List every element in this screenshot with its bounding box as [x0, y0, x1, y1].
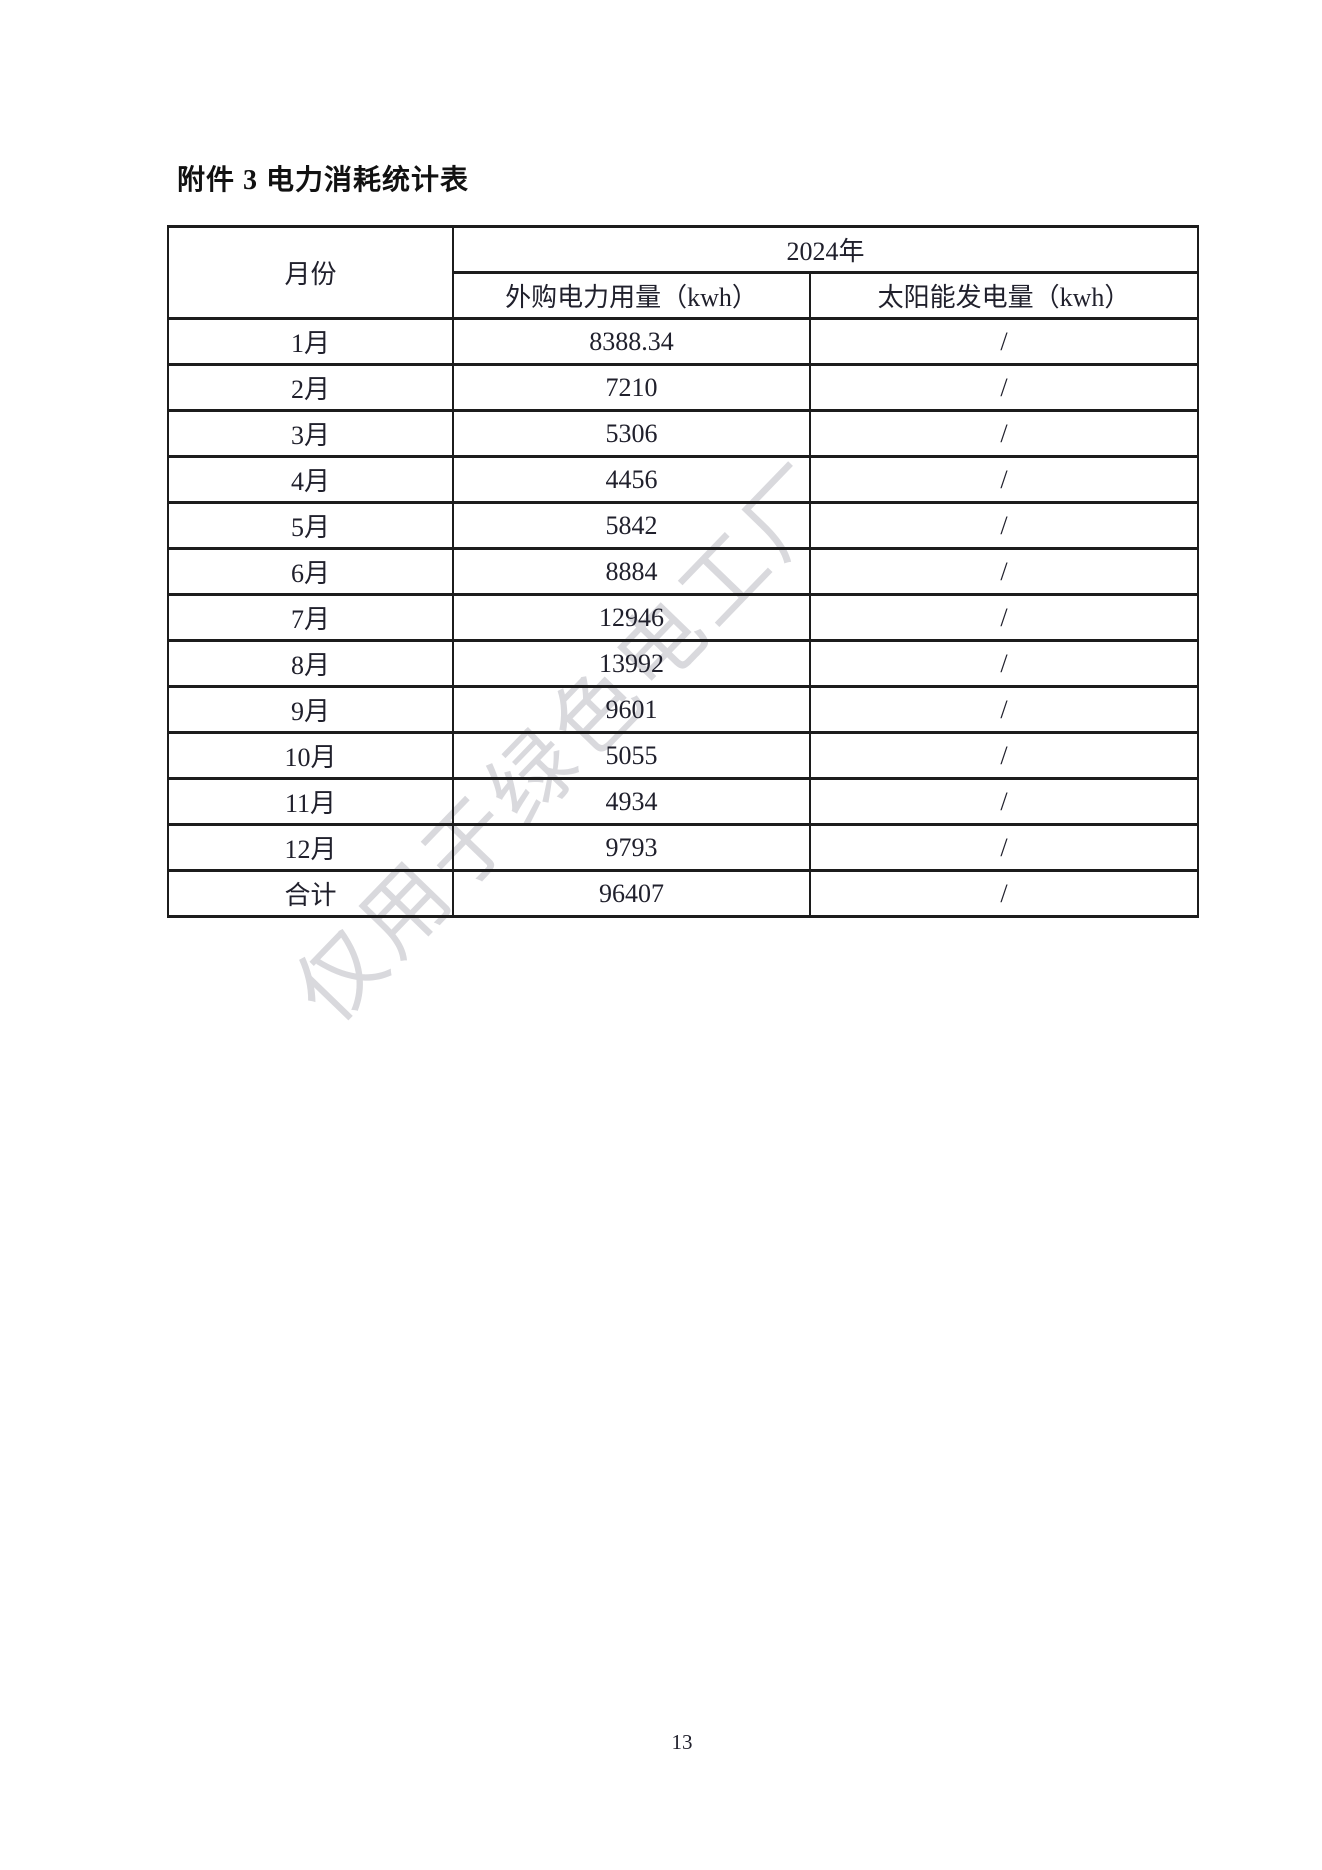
table-header-row-year: 月份 2024年 — [167, 225, 1200, 320]
table-header-row-columns: 外购电力用量（kwh） 太阳能发电量（kwh） — [168, 271, 1200, 320]
header-cell-purchased-electricity: 外购电力用量（kwh） — [452, 271, 811, 320]
purchased-electricity-cell: 4456 — [452, 455, 811, 504]
purchased-electricity-cell: 96407 — [452, 869, 811, 918]
month-cell: 合计 — [167, 869, 454, 918]
table-row: 合计 96407 / — [167, 869, 1200, 918]
purchased-electricity-cell: 5055 — [452, 731, 811, 780]
month-cell: 10月 — [167, 731, 454, 780]
table-row: 11月 4934 / — [167, 777, 1200, 826]
purchased-electricity-cell: 12946 — [452, 593, 811, 642]
solar-generation-cell: / — [808, 685, 1200, 734]
purchased-electricity-cell: 4934 — [452, 777, 811, 826]
month-cell: 2月 — [167, 363, 454, 412]
purchased-electricity-cell: 9601 — [452, 685, 811, 734]
table-row: 9月 9601 / — [167, 685, 1200, 734]
purchased-electricity-cell: 5306 — [452, 409, 811, 458]
table-row: 2月 7210 / — [167, 363, 1200, 412]
month-cell: 12月 — [167, 823, 454, 872]
month-cell: 4月 — [167, 455, 454, 504]
solar-generation-cell: / — [808, 501, 1200, 550]
purchased-electricity-cell: 8884 — [452, 547, 811, 596]
month-cell: 7月 — [167, 593, 454, 642]
electricity-consumption-table: 月份 2024年 外购电力用量（kwh） 太阳能发电量（kwh） 1月 8388… — [167, 225, 1200, 918]
month-cell: 3月 — [167, 409, 454, 458]
table-row: 10月 5055 / — [167, 731, 1200, 780]
table-row: 8月 13992 / — [167, 639, 1200, 688]
header-cell-year: 2024年 — [451, 225, 1200, 274]
solar-generation-cell: / — [808, 547, 1200, 596]
solar-generation-cell: / — [808, 639, 1200, 688]
table-row: 4月 4456 / — [167, 455, 1200, 504]
solar-generation-cell: / — [808, 455, 1200, 504]
solar-generation-cell: / — [808, 409, 1200, 458]
table-row: 1月 8388.34 / — [167, 317, 1200, 366]
solar-generation-cell: / — [808, 593, 1200, 642]
table-row: 6月 8884 / — [167, 547, 1200, 596]
table-row: 3月 5306 / — [167, 409, 1200, 458]
month-cell: 5月 — [167, 501, 454, 550]
header-cell-month: 月份 — [167, 225, 454, 320]
month-cell: 1月 — [167, 317, 454, 366]
page-number: 13 — [671, 1730, 693, 1754]
table-row: 7月 12946 / — [167, 593, 1200, 642]
purchased-electricity-cell: 7210 — [452, 363, 811, 412]
month-cell: 11月 — [167, 777, 454, 826]
page-title: 附件 3 电力消耗统计表 — [177, 165, 470, 196]
solar-generation-cell: / — [808, 869, 1200, 918]
month-cell: 9月 — [167, 685, 454, 734]
solar-generation-cell: / — [808, 317, 1200, 366]
month-cell: 8月 — [167, 639, 454, 688]
solar-generation-cell: / — [808, 823, 1200, 872]
table-row: 12月 9793 / — [167, 823, 1200, 872]
solar-generation-cell: / — [808, 777, 1200, 826]
header-cell-solar-generation: 太阳能发电量（kwh） — [808, 271, 1200, 320]
purchased-electricity-cell: 13992 — [452, 639, 811, 688]
purchased-electricity-cell: 5842 — [452, 501, 811, 550]
month-cell: 6月 — [167, 547, 454, 596]
table-body: 月份 2024年 外购电力用量（kwh） 太阳能发电量（kwh） 1月 8388… — [167, 225, 1200, 918]
table-row: 5月 5842 / — [167, 501, 1200, 550]
purchased-electricity-cell: 8388.34 — [452, 317, 811, 366]
solar-generation-cell: / — [808, 363, 1200, 412]
solar-generation-cell: / — [808, 731, 1200, 780]
purchased-electricity-cell: 9793 — [452, 823, 811, 872]
